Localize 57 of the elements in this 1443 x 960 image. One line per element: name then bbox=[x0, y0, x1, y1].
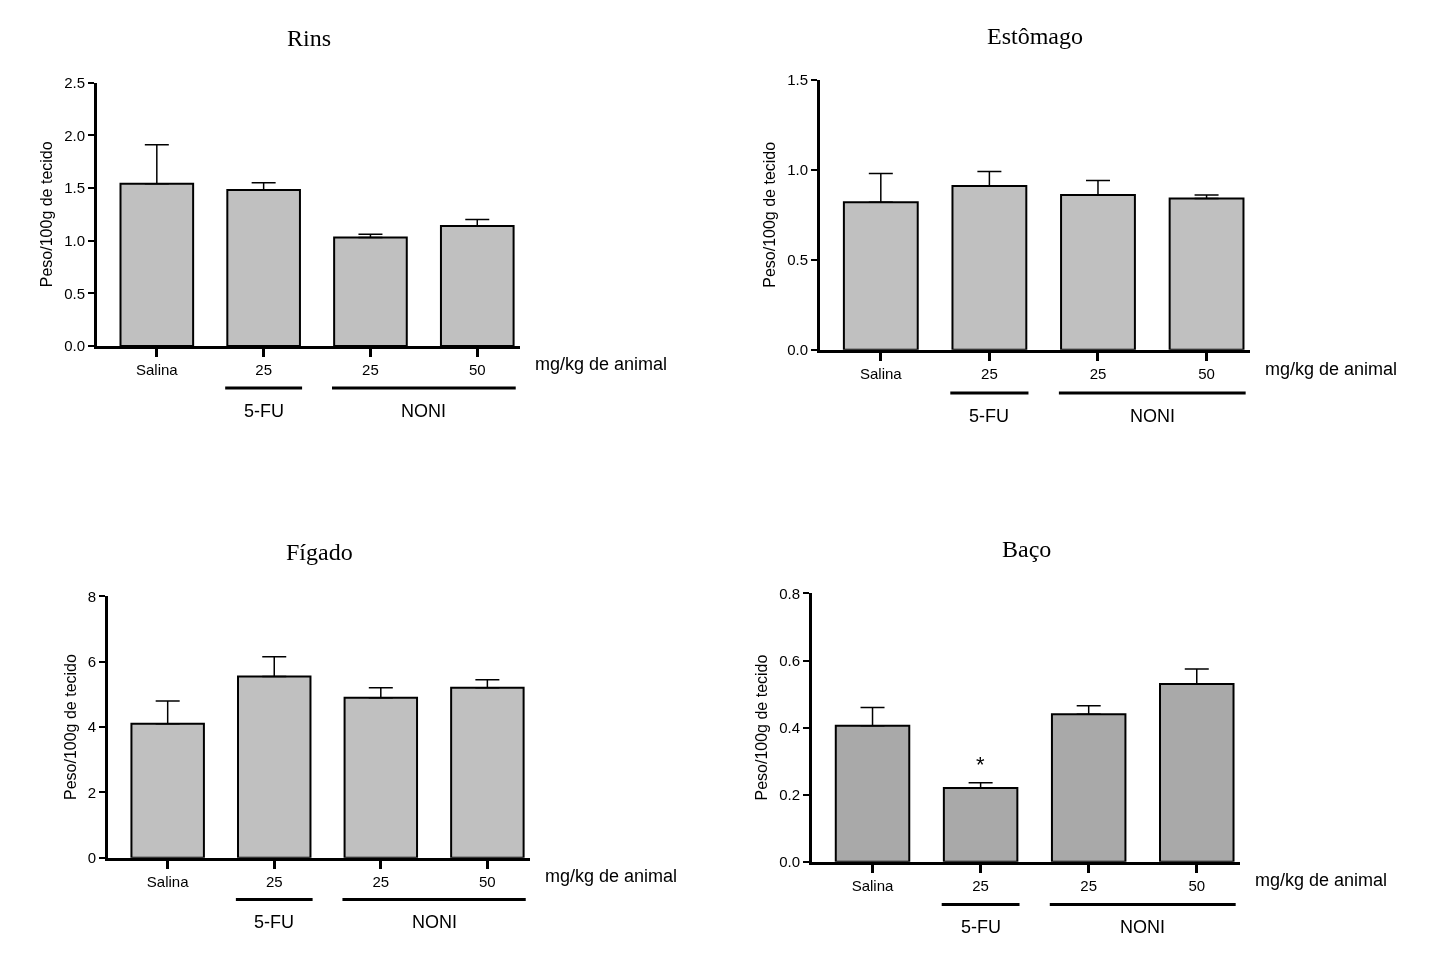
y-tick-label: 1.0 bbox=[787, 161, 808, 179]
text: 5-FU bbox=[254, 912, 294, 932]
y-axis-title: Peso/100g de tecido bbox=[38, 141, 56, 288]
x-tick-label: 25 bbox=[1080, 876, 1098, 894]
x-tick-label: 50 bbox=[468, 360, 486, 378]
y-tick-label: 0.2 bbox=[779, 785, 800, 803]
y-axis-title: Peso/100g de tecido bbox=[61, 654, 79, 800]
x-tick-label: 25 bbox=[362, 360, 379, 378]
x-tick-label: Salina bbox=[146, 872, 190, 890]
chart-title: Baço bbox=[1002, 536, 1052, 562]
y-tick-label: 0.4 bbox=[779, 718, 800, 736]
x-tick-label: Salina bbox=[135, 360, 179, 378]
text: NONI bbox=[1130, 406, 1175, 426]
annotation: * bbox=[976, 752, 985, 777]
text: 5-FU bbox=[969, 406, 1009, 426]
x-tick-label: 50 bbox=[1188, 876, 1206, 894]
x-tick-label: 50 bbox=[1198, 364, 1215, 382]
x-tick-label: 25 bbox=[265, 872, 283, 890]
y-tick-label: 8 bbox=[87, 587, 96, 605]
text: NONI bbox=[412, 912, 457, 932]
y-tick-label: 0.6 bbox=[779, 651, 800, 669]
x-tick-label: Salina bbox=[859, 364, 903, 382]
x-tick-label: 25 bbox=[972, 876, 989, 894]
text: mg/kg de animal bbox=[545, 866, 678, 886]
x-tick-label: 25 bbox=[981, 364, 998, 382]
chart-title: Fígado bbox=[286, 539, 353, 565]
y-tick-label: 2.5 bbox=[64, 73, 85, 91]
x-tick-label: 25 bbox=[1089, 364, 1107, 382]
y-tick-label: 1.0 bbox=[64, 231, 85, 249]
y-tick-label: 0 bbox=[87, 848, 96, 866]
x-tick-label: 25 bbox=[372, 872, 390, 890]
y-tick-label: 6 bbox=[87, 652, 96, 670]
chart-title: Estômago bbox=[987, 23, 1083, 49]
x-tick-label: Salina bbox=[851, 876, 895, 894]
y-tick-label: 0.0 bbox=[787, 341, 808, 359]
y-tick-label: 1.5 bbox=[787, 70, 808, 88]
text: NONI bbox=[1120, 917, 1165, 937]
text: mg/kg de animal bbox=[1265, 359, 1398, 379]
y-tick-label: 0.0 bbox=[64, 337, 85, 355]
y-tick-label: 0.5 bbox=[787, 251, 808, 269]
x-tick-label: 25 bbox=[255, 360, 272, 378]
text: NONI bbox=[401, 401, 446, 421]
text: 5-FU bbox=[961, 917, 1001, 937]
y-axis-title: Peso/100g de tecido bbox=[761, 141, 779, 288]
chart-title: Rins bbox=[287, 25, 332, 51]
text: 5-FU bbox=[244, 401, 284, 421]
text: mg/kg de animal bbox=[535, 354, 668, 374]
y-axis-title: Peso/100g de tecido bbox=[753, 654, 771, 801]
y-tick-label: 4 bbox=[87, 718, 96, 736]
y-tick-label: 0.0 bbox=[779, 852, 800, 870]
y-tick-label: 2 bbox=[87, 783, 96, 801]
x-tick-label: 50 bbox=[479, 872, 496, 890]
y-tick-label: 1.5 bbox=[64, 179, 85, 197]
y-tick-label: 2.0 bbox=[64, 126, 85, 144]
text: mg/kg de animal bbox=[1255, 870, 1388, 890]
y-tick-label: 0.5 bbox=[64, 284, 85, 302]
y-tick-label: 0.8 bbox=[779, 584, 800, 602]
